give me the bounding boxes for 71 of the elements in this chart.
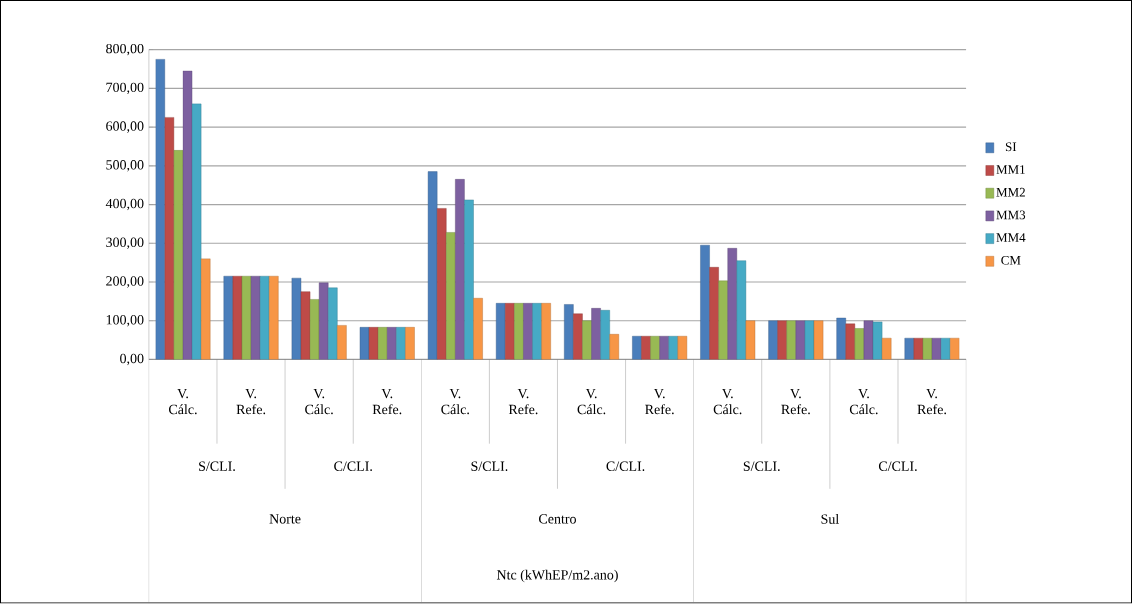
bar [328,287,338,360]
text: S/CLI. [743,461,780,472]
text: C/CLI. [334,461,372,472]
text: Sul [821,514,839,524]
x-tick-label: V. Cálc. [577,389,606,415]
x-tick-label: V. Cálc. [713,389,742,415]
bar [523,303,533,360]
text: C/CLI. [878,461,917,472]
y-tick-label: 200,00 [106,276,144,288]
x-tick-label: V. Refe. [781,389,810,415]
bar [318,282,329,360]
bar [940,338,951,360]
bar [532,303,542,360]
y-tick-label: 300,00 [106,237,144,250]
bar [795,320,806,360]
bar [446,232,456,360]
bar [863,320,874,360]
x-tick-label: V. Refe. [645,389,674,415]
legend-label: SI [1005,142,1017,152]
x-tick-label: V. Refe. [372,389,402,415]
bar [854,328,865,360]
bar [736,260,747,360]
bar [514,303,524,360]
legend-label: MM1 [996,165,1025,174]
y-tick-label: 700,00 [106,82,144,95]
x-tick-label: V. Cálc. [441,389,469,415]
text: Ntc (kWhEP/m2.ano) [496,569,618,583]
y-tick-label: 600,00 [106,121,144,134]
bar [668,336,678,360]
bar [396,327,406,360]
y-tick-label: 500,00 [106,160,144,172]
text: S/CLI. [199,461,235,472]
bar [922,338,933,360]
x-tick-label: V. Refe. [508,389,538,415]
bar [259,276,270,360]
bar [872,321,883,360]
legend-label: MM3 [996,210,1026,220]
text: Centro [539,514,576,524]
text: S/CLI. [471,461,508,472]
y-tick-label: 400,00 [105,199,144,211]
bar [464,199,474,360]
bar [309,299,320,360]
bar [659,336,669,360]
legend-label: MM4 [996,233,1026,243]
bar [591,308,601,360]
y-tick-label: 800,00 [106,44,144,56]
bar [804,320,815,360]
x-tick-label: V. Refe. [236,389,266,415]
bar [582,320,592,360]
bar [600,310,610,360]
x-tick-label: V. Cálc. [849,389,878,415]
x-tick-label: V. Cálc. [305,389,333,415]
text: Norte [269,514,301,524]
bar [650,336,660,360]
bar [387,327,397,360]
bar [377,327,388,360]
text: C/CLI. [606,461,645,472]
y-tick-label: 0,00 [120,353,144,366]
bar [191,103,202,360]
x-tick-label: V. Cálc. [169,389,197,415]
legend-label: CM [1001,256,1021,265]
x-tick-label: V. Refe. [917,389,946,415]
bar [241,276,252,360]
bar [786,320,797,360]
bar [718,280,728,360]
bar [727,248,738,360]
bar [455,179,465,360]
y-tick-label: 100,00 [106,315,144,327]
bar [931,338,942,360]
bar [250,276,261,360]
legend-label: MM2 [996,188,1025,197]
